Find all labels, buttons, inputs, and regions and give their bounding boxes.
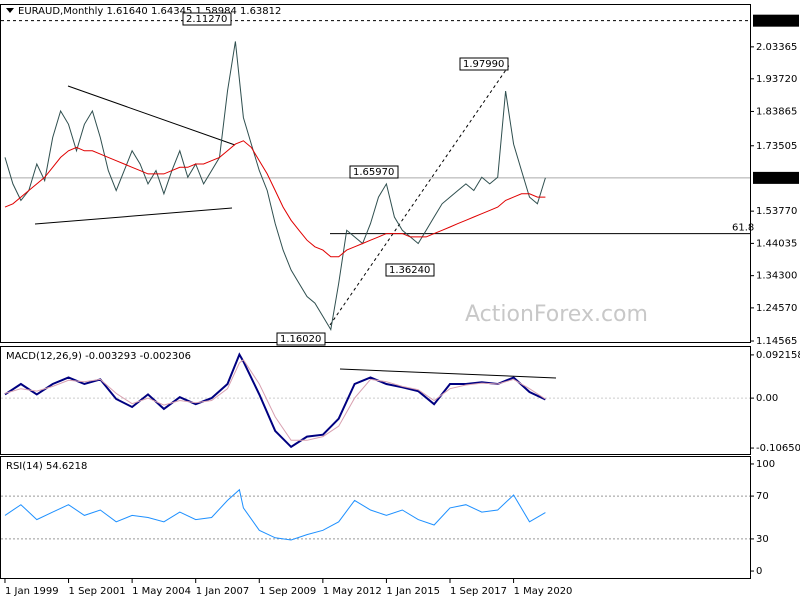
panel-arrow xyxy=(6,8,14,13)
annotation-box xyxy=(182,12,232,26)
series-line xyxy=(4,358,546,441)
x-tick-label: 1 Sep 2009 xyxy=(259,586,316,597)
x-tick-label: 1 Sep 2001 xyxy=(69,586,126,597)
macd-title: MACD(12,26,9) -0.003293 -0.002306 xyxy=(6,351,191,362)
x-tick-label: 1 Sep 2017 xyxy=(450,586,507,597)
y-tick-label: 1.14565 xyxy=(756,336,797,347)
rsi-panel xyxy=(0,456,751,579)
y-tick-label: 2.03365 xyxy=(756,42,797,53)
y-tick-label: 0.00 xyxy=(756,393,778,404)
price-label: 1.63812 xyxy=(756,173,797,184)
annotation: 1.36240 xyxy=(389,265,430,276)
y-tick-label: 0 xyxy=(756,566,762,577)
fib-label: 61.8 xyxy=(732,223,754,234)
x-tick-label: 1 May 2012 xyxy=(323,586,382,597)
annotation: 1.16020 xyxy=(280,334,321,345)
y-tick-label: 1.53770 xyxy=(756,206,797,217)
annotation: 2.11270 xyxy=(186,14,227,25)
y-tick-label: -0.106503 xyxy=(756,443,800,454)
y-tick-label: 1.73505 xyxy=(756,141,797,152)
y-tick-label: 1.93720 xyxy=(756,74,797,85)
x-tick-label: 1 Jan 2015 xyxy=(386,586,440,597)
x-tick-label: 1 Jan 2007 xyxy=(196,586,250,597)
high-label: 2.11270 xyxy=(756,16,797,27)
price-box xyxy=(753,171,799,184)
annotation-box xyxy=(349,165,399,179)
trendline xyxy=(67,85,236,146)
price-panel xyxy=(0,4,751,343)
annotation-box xyxy=(276,332,326,346)
y-tick-label: 1.83865 xyxy=(756,106,797,117)
y-tick-label: 0.092158 xyxy=(756,350,800,361)
annotation: 1.65970 xyxy=(353,167,394,178)
series-line xyxy=(4,41,546,332)
x-tick-label: 1 May 2020 xyxy=(514,586,573,597)
trendline xyxy=(329,63,511,326)
high-box xyxy=(753,14,799,27)
y-tick-label: 30 xyxy=(756,534,769,545)
annotation-box xyxy=(385,263,435,277)
x-tick-label: 1 Jan 1999 xyxy=(5,586,59,597)
chart-title: EURAUD,Monthly 1.61640 1.64345 1.58984 1… xyxy=(18,6,281,17)
annotation: 1.97990 xyxy=(463,59,504,70)
y-tick-label: 1.44035 xyxy=(756,238,797,249)
y-tick-label: 1.34300 xyxy=(756,271,797,282)
annotation-box xyxy=(459,57,509,71)
y-tick-label: 70 xyxy=(756,491,769,502)
x-tick-label: 1 May 2004 xyxy=(132,586,191,597)
y-tick-label: 100 xyxy=(756,459,775,470)
trendline xyxy=(339,368,557,379)
watermark: ActionForex.com xyxy=(465,302,648,327)
trendline xyxy=(34,207,233,225)
series-line xyxy=(4,488,546,541)
y-tick-label: 1.24570 xyxy=(756,303,797,314)
macd-panel xyxy=(0,346,751,455)
series-line xyxy=(4,140,546,258)
rsi-title: RSI(14) 54.6218 xyxy=(6,461,87,472)
